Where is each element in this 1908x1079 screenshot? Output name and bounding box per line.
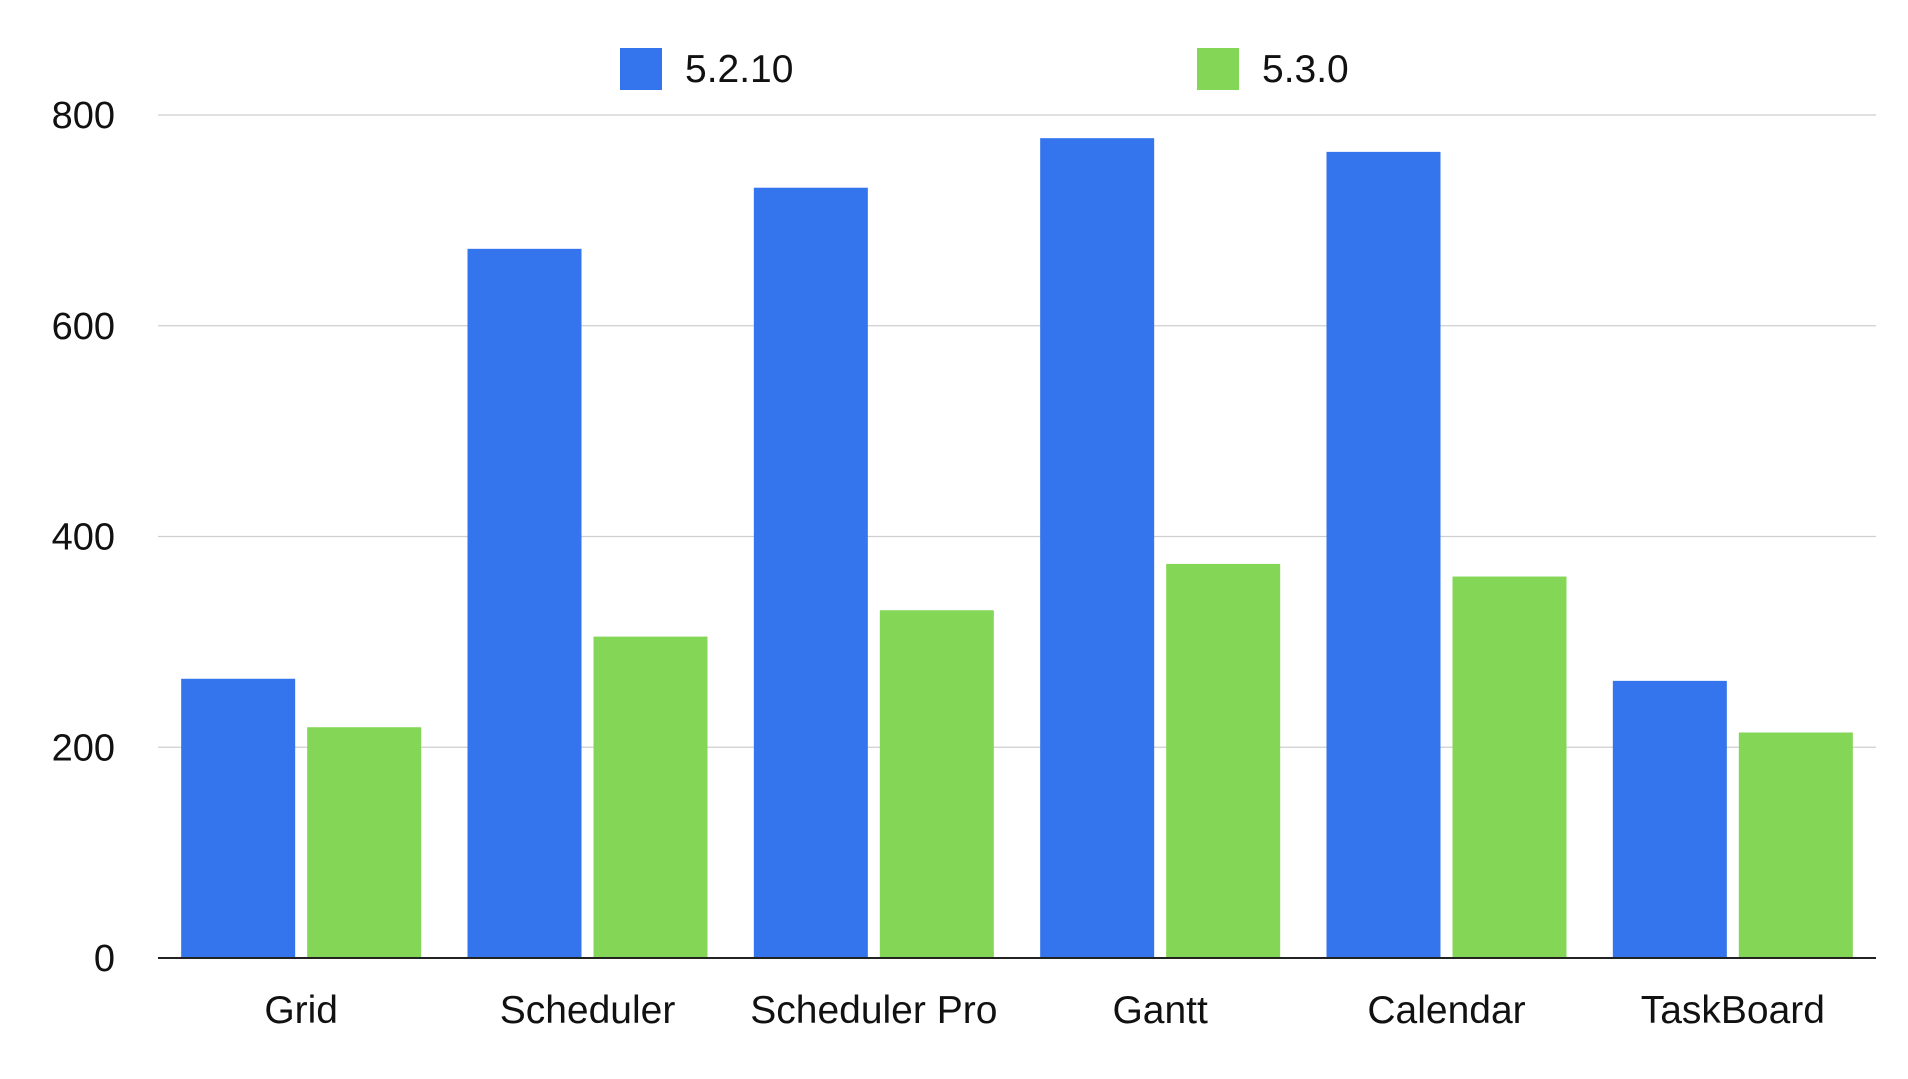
x-tick-label: Scheduler Pro <box>750 989 997 1032</box>
bar-scheduler-pro-5-3-0 <box>879 610 994 958</box>
x-tick-label: Scheduler <box>500 989 676 1032</box>
bar-scheduler-pro-5-2-10 <box>753 187 868 959</box>
legend-label: 5.3.0 <box>1262 48 1349 91</box>
bars <box>158 138 1876 959</box>
bar-calendar-5-2-10 <box>1326 151 1441 959</box>
bar-taskboard-5-3-0 <box>1738 732 1853 958</box>
bar-calendar-5-3-0 <box>1452 576 1567 958</box>
bar-grid-5-2-10 <box>181 678 296 958</box>
bar-scheduler-5-3-0 <box>593 636 708 958</box>
y-axis-tick-labels: 0 200 400 600 800 <box>52 95 115 980</box>
legend-label: 5.2.10 <box>685 48 793 91</box>
legend: 5.2.10 5.3.0 <box>620 48 1349 91</box>
y-tick-label: 400 <box>52 517 115 559</box>
y-tick-label: 0 <box>94 938 115 980</box>
bar-grid-5-3-0 <box>307 727 422 958</box>
y-tick-label: 800 <box>52 95 115 137</box>
x-tick-label: TaskBoard <box>1641 989 1825 1032</box>
y-tick-label: 200 <box>52 727 115 769</box>
x-tick-label: Grid <box>264 989 338 1032</box>
legend-swatch <box>1197 48 1239 90</box>
x-tick-label: Gantt <box>1112 989 1208 1032</box>
x-axis-tick-labels: Grid Scheduler Scheduler Pro Gantt Calendar T… <box>264 989 1825 1032</box>
bar-gantt-5-3-0 <box>1166 563 1281 958</box>
y-tick-label: 600 <box>52 306 115 348</box>
legend-swatch <box>620 48 662 90</box>
bar-scheduler-5-2-10 <box>467 248 582 959</box>
bar-gantt-5-2-10 <box>1040 138 1155 958</box>
x-tick-label: Calendar <box>1367 989 1525 1032</box>
bar-taskboard-5-2-10 <box>1612 680 1727 958</box>
